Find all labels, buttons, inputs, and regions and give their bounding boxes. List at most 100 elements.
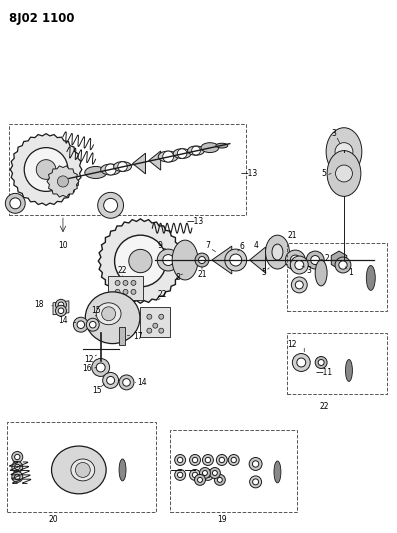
Circle shape — [252, 479, 258, 485]
Polygon shape — [10, 134, 82, 205]
Text: —13: —13 — [241, 169, 258, 178]
Text: 6: 6 — [239, 241, 244, 251]
Circle shape — [202, 471, 208, 475]
Bar — [119, 327, 125, 345]
Circle shape — [12, 451, 23, 463]
Ellipse shape — [158, 151, 178, 162]
Ellipse shape — [114, 161, 131, 172]
Circle shape — [12, 471, 23, 482]
Circle shape — [177, 149, 187, 158]
Circle shape — [58, 176, 69, 187]
Circle shape — [159, 328, 164, 333]
Circle shape — [105, 164, 116, 175]
Circle shape — [335, 257, 351, 273]
Circle shape — [147, 314, 152, 319]
Circle shape — [202, 455, 214, 465]
Text: 22: 22 — [118, 266, 127, 276]
Ellipse shape — [201, 143, 219, 152]
Circle shape — [36, 160, 56, 180]
Text: —11: —11 — [316, 368, 333, 377]
Ellipse shape — [85, 292, 140, 344]
Circle shape — [92, 359, 110, 376]
Circle shape — [24, 148, 68, 191]
Ellipse shape — [272, 244, 283, 260]
Ellipse shape — [52, 446, 106, 494]
Text: 10: 10 — [58, 240, 68, 249]
Text: 1: 1 — [349, 269, 353, 278]
Text: 19: 19 — [217, 515, 227, 524]
Circle shape — [214, 474, 225, 486]
Polygon shape — [149, 151, 161, 170]
Circle shape — [231, 457, 237, 463]
Circle shape — [249, 457, 262, 471]
Text: 5: 5 — [261, 269, 266, 278]
Ellipse shape — [274, 461, 281, 483]
Ellipse shape — [96, 303, 121, 325]
Text: 15: 15 — [92, 386, 102, 395]
Text: 14: 14 — [138, 378, 147, 387]
Circle shape — [228, 455, 239, 465]
Circle shape — [202, 470, 214, 480]
Ellipse shape — [101, 164, 121, 175]
Text: —13: —13 — [187, 217, 204, 226]
Circle shape — [297, 358, 306, 367]
Circle shape — [15, 454, 20, 459]
Text: 21: 21 — [287, 231, 297, 240]
Circle shape — [123, 289, 128, 294]
Ellipse shape — [345, 360, 353, 382]
Circle shape — [198, 256, 206, 263]
Text: 12: 12 — [287, 340, 297, 349]
Circle shape — [56, 305, 66, 316]
Text: 5: 5 — [322, 169, 327, 178]
Circle shape — [177, 472, 183, 478]
Text: 20: 20 — [48, 515, 58, 524]
Circle shape — [129, 249, 152, 273]
Circle shape — [175, 470, 185, 480]
Circle shape — [153, 323, 158, 328]
Circle shape — [107, 376, 115, 384]
Circle shape — [12, 462, 23, 472]
Circle shape — [339, 261, 347, 269]
Circle shape — [295, 261, 304, 270]
Text: 12: 12 — [84, 355, 94, 364]
Circle shape — [212, 471, 218, 475]
Circle shape — [216, 455, 227, 465]
Circle shape — [15, 474, 20, 480]
Text: 14: 14 — [58, 316, 68, 325]
Circle shape — [290, 256, 308, 274]
Ellipse shape — [326, 128, 362, 175]
Text: 3: 3 — [307, 266, 312, 276]
Circle shape — [15, 464, 20, 470]
Circle shape — [219, 457, 225, 463]
Circle shape — [86, 318, 99, 331]
Circle shape — [104, 198, 118, 212]
Circle shape — [335, 143, 353, 160]
Circle shape — [195, 253, 209, 267]
Polygon shape — [53, 301, 69, 315]
Circle shape — [230, 254, 242, 266]
Text: 22: 22 — [319, 402, 329, 411]
Circle shape — [197, 478, 202, 482]
Circle shape — [115, 289, 120, 294]
Circle shape — [292, 353, 310, 372]
Circle shape — [103, 373, 119, 389]
Circle shape — [205, 472, 211, 478]
Circle shape — [252, 461, 259, 467]
Circle shape — [189, 455, 200, 465]
Circle shape — [163, 255, 173, 265]
Circle shape — [119, 375, 134, 390]
Circle shape — [192, 472, 198, 478]
Circle shape — [159, 314, 164, 319]
Circle shape — [175, 455, 185, 465]
Ellipse shape — [366, 265, 375, 290]
Circle shape — [123, 280, 128, 285]
Bar — [108, 276, 143, 300]
Circle shape — [56, 300, 66, 310]
Circle shape — [163, 151, 173, 162]
Circle shape — [10, 198, 21, 209]
Circle shape — [131, 289, 136, 294]
Circle shape — [189, 470, 200, 480]
Circle shape — [250, 476, 262, 488]
Polygon shape — [250, 247, 266, 273]
Circle shape — [73, 317, 88, 332]
